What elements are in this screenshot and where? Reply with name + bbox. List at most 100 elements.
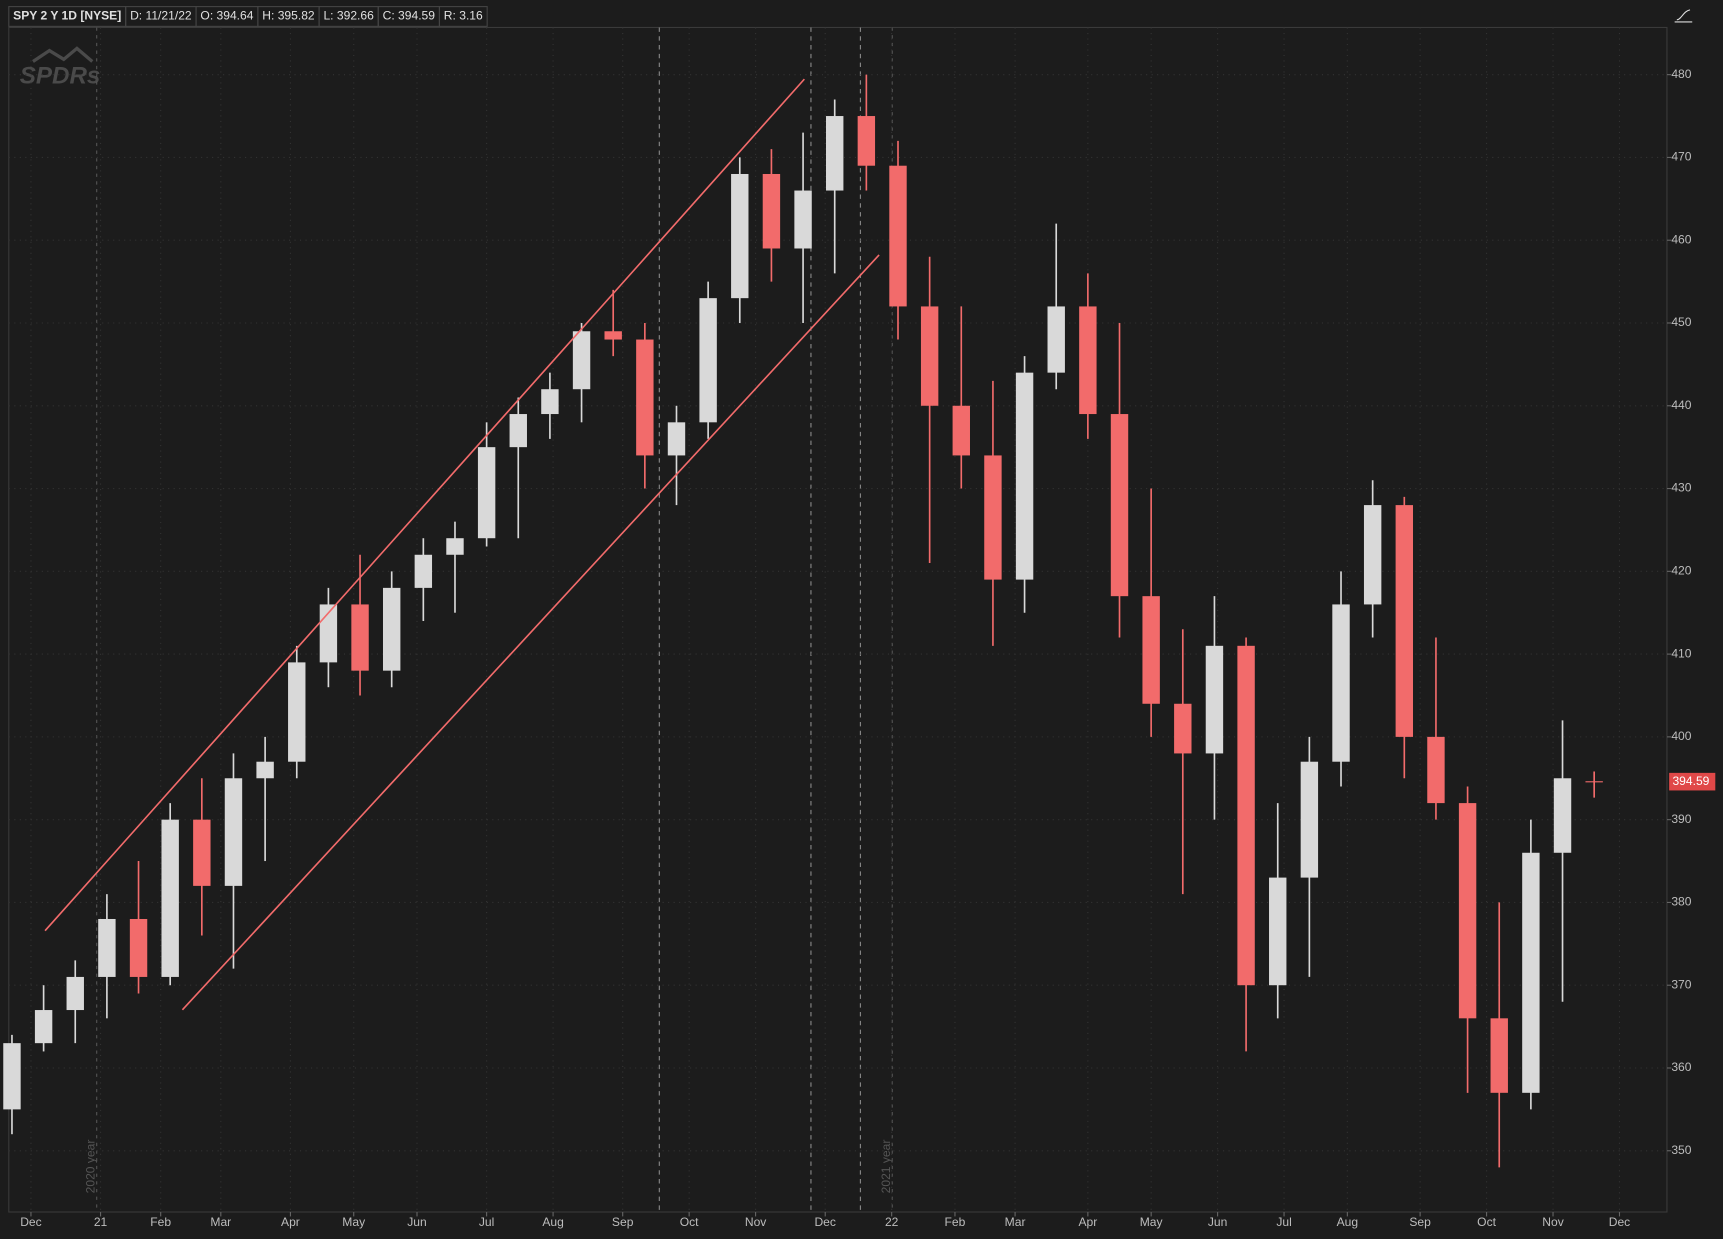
y-tick-label: 450 (1671, 315, 1691, 329)
y-tick-label: 420 (1671, 564, 1691, 578)
logo: SPDRs (20, 62, 101, 89)
x-tick-label: 21 (94, 1215, 108, 1229)
candle-body (351, 604, 369, 671)
x-tick-label: Dec (814, 1215, 835, 1229)
candle-body (667, 422, 686, 456)
y-tick-label: 350 (1671, 1143, 1691, 1157)
x-tick-label: Mar (1005, 1215, 1026, 1229)
x-tick-label: Dec (20, 1215, 41, 1229)
header-field: SPY 2 Y 1D [NYSE] (13, 9, 121, 23)
y-tick-label: 380 (1671, 895, 1691, 909)
candle-body (572, 331, 591, 390)
candle-body (1395, 505, 1414, 737)
candle-body (699, 298, 717, 423)
candle-body (414, 554, 433, 588)
x-tick-label: Sep (1409, 1215, 1431, 1229)
header-box (438, 6, 488, 27)
candle-body (161, 819, 179, 977)
year-lines (96, 27, 893, 1213)
candle-body (920, 306, 939, 406)
candle-body (984, 455, 1002, 580)
year-annotation: 2021 year (879, 1140, 893, 1194)
year-annotation: 2020 year (83, 1140, 97, 1194)
y-tick-label: 480 (1671, 67, 1691, 81)
logo-mark (32, 46, 94, 63)
candle-body (382, 587, 401, 671)
x-tick-label: Aug (542, 1215, 564, 1229)
candle-body (98, 918, 116, 977)
x-tick-label: Feb (945, 1215, 966, 1229)
candle-body (446, 538, 464, 555)
trend-line (44, 78, 805, 932)
candle-body (541, 389, 559, 415)
x-tick-label: Feb (150, 1215, 171, 1229)
header-field: H: 395.82 (262, 9, 315, 23)
candle-body (1079, 306, 1097, 415)
candle-body (826, 116, 844, 191)
candle-body (1363, 505, 1382, 605)
candle-body (3, 1043, 21, 1110)
header-field: O: 394.64 (200, 9, 253, 23)
plot-area (8, 26, 1668, 1213)
x-tick-label: Jun (1208, 1215, 1227, 1229)
candle-body (1522, 852, 1540, 1093)
candle-body (1300, 761, 1319, 878)
header-field: D: 11/21/22 (130, 9, 192, 23)
x-tick-label: 22 (885, 1215, 899, 1229)
y-tick-label: 470 (1671, 150, 1691, 164)
y-tick-label: 360 (1671, 1060, 1691, 1074)
candle-body (193, 819, 211, 886)
candle-body (731, 173, 749, 299)
y-tick-label: 460 (1671, 232, 1691, 246)
candle-body (1015, 372, 1034, 580)
candle-body (1332, 604, 1350, 762)
header-field: L: 392.66 (323, 9, 374, 23)
candle-body (952, 405, 970, 456)
candle-body (509, 414, 527, 448)
price-badge-label: 394.59 (1672, 774, 1709, 788)
candle-body (794, 190, 812, 249)
x-tick-label: Mar (210, 1215, 231, 1229)
x-tick-label: Apr (281, 1215, 300, 1229)
y-tick-label: 410 (1671, 646, 1691, 660)
x-tick-label: Aug (1337, 1215, 1359, 1229)
candle-body (857, 116, 876, 166)
header-field: C: 394.59 (383, 9, 436, 23)
x-tick-label: May (342, 1215, 366, 1229)
x-tick-label: Jul (1276, 1215, 1291, 1229)
candle-body (66, 976, 84, 1011)
x-tick-label: Dec (1609, 1215, 1630, 1229)
trend-channel (44, 78, 880, 1011)
candle-body (1047, 306, 1065, 373)
scale-icon (1674, 9, 1693, 23)
candle-body (1553, 778, 1572, 853)
candle-body (762, 173, 781, 249)
header: SPY 2 Y 1D [NYSE] D: 11/21/22 O: 394.64 H: … (8, 6, 488, 27)
x-tick-label: May (1140, 1215, 1164, 1229)
x-tick-label: Oct (680, 1215, 699, 1229)
plot (3, 27, 1667, 1213)
candle-body (1585, 781, 1603, 783)
candle-body (1174, 703, 1192, 754)
x-tick-label: Oct (1477, 1215, 1496, 1229)
x-tick-label: Nov (745, 1215, 766, 1229)
candle-body (604, 331, 622, 340)
header-field: R: 3.16 (444, 9, 483, 23)
y-tick-label: 440 (1671, 398, 1691, 412)
candle-body (1490, 1018, 1508, 1093)
x-tick-label: Jun (407, 1215, 426, 1229)
candle-body (224, 778, 243, 886)
candle-body (889, 165, 907, 307)
y-tick-label: 400 (1671, 729, 1691, 743)
x-tick-label: Nov (1542, 1215, 1563, 1229)
candle-body (1237, 645, 1255, 986)
candle-body (34, 1010, 53, 1044)
candle-body (256, 761, 274, 779)
candle-body (1427, 736, 1445, 804)
y-tick-label: 430 (1671, 481, 1691, 495)
x-tick-label: Sep (612, 1215, 634, 1229)
candle-body (129, 918, 148, 977)
candle-body (477, 447, 496, 539)
trend-line (181, 254, 880, 1011)
